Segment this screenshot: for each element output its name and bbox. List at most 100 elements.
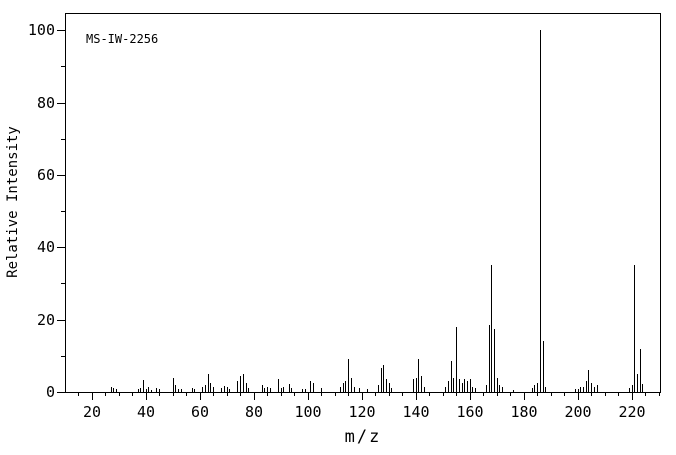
x-tick-label-160: 160 xyxy=(456,403,484,421)
peak-mz-153 xyxy=(451,361,452,392)
peak-mz-176 xyxy=(513,390,514,392)
peak-mz-40 xyxy=(146,389,147,392)
x-tick-label-80: 80 xyxy=(244,403,264,421)
peak-mz-39 xyxy=(143,380,144,392)
peak-mz-207 xyxy=(597,385,598,392)
y-tick-label-40: 40 xyxy=(36,238,55,256)
x-tick-25 xyxy=(105,392,106,396)
peak-mz-78 xyxy=(248,388,249,392)
x-tick-55 xyxy=(186,392,187,396)
peak-mz-77 xyxy=(246,383,247,392)
peak-mz-52 xyxy=(178,389,179,392)
y-tick-label-0: 0 xyxy=(45,383,55,401)
peak-mz-170 xyxy=(497,378,498,392)
peak-mz-224 xyxy=(642,384,643,392)
x-tick-230 xyxy=(659,392,660,396)
peak-mz-141 xyxy=(418,359,419,392)
x-tick-110 xyxy=(335,392,336,396)
y-tick-60 xyxy=(57,175,65,176)
x-tick-35 xyxy=(132,392,133,396)
peak-mz-89 xyxy=(278,379,279,392)
x-tick-160 xyxy=(470,392,471,400)
x-tick-label-20: 20 xyxy=(82,403,102,421)
peak-mz-204 xyxy=(588,370,589,392)
peak-mz-139 xyxy=(413,379,414,392)
peak-mz-184 xyxy=(534,385,535,392)
x-tick-200 xyxy=(578,392,579,400)
y-tick-90 xyxy=(61,66,65,67)
x-tick-80 xyxy=(254,392,255,400)
peak-mz-168 xyxy=(491,265,492,392)
x-tick-180 xyxy=(524,392,525,400)
y-tick-10 xyxy=(61,356,65,357)
peak-mz-50 xyxy=(173,378,174,392)
y-tick-50 xyxy=(61,211,65,212)
peak-mz-37 xyxy=(138,389,139,392)
peak-mz-58 xyxy=(194,389,195,392)
peak-mz-203 xyxy=(586,381,587,392)
spectrum-id-label: MS-IW-2256 xyxy=(86,32,159,46)
peak-mz-112 xyxy=(340,387,341,392)
plot-area: MS-IW-2256 xyxy=(65,13,661,393)
peak-mz-53 xyxy=(181,389,182,392)
x-tick-135 xyxy=(402,392,403,396)
x-tick-15 xyxy=(78,392,79,396)
x-tick-190 xyxy=(551,392,552,396)
peak-mz-140 xyxy=(416,378,417,392)
x-tick-185 xyxy=(537,392,538,396)
peak-mz-76 xyxy=(243,374,244,392)
peak-mz-128 xyxy=(383,365,384,392)
peak-mz-64 xyxy=(210,383,211,392)
peak-mz-126 xyxy=(378,385,379,392)
x-tick-115 xyxy=(348,392,349,396)
peak-mz-152 xyxy=(448,381,449,392)
peak-mz-161 xyxy=(472,387,473,392)
x-tick-140 xyxy=(416,392,417,400)
x-tick-label-200: 200 xyxy=(564,403,592,421)
peak-mz-91 xyxy=(283,387,284,392)
peak-mz-70 xyxy=(227,387,228,392)
peak-mz-84 xyxy=(264,388,265,392)
x-tick-50 xyxy=(173,392,174,396)
peak-mz-44 xyxy=(156,388,157,392)
x-tick-155 xyxy=(456,392,457,396)
x-tick-120 xyxy=(362,392,363,400)
peak-mz-206 xyxy=(594,387,595,392)
peak-mz-156 xyxy=(459,379,460,392)
peak-mz-157 xyxy=(462,383,463,392)
x-axis-title: m/z xyxy=(344,427,382,447)
peak-mz-185 xyxy=(537,383,538,392)
peak-mz-219 xyxy=(629,388,630,392)
x-tick-225 xyxy=(645,392,646,396)
x-tick-60 xyxy=(200,392,201,400)
peak-mz-62 xyxy=(205,385,206,392)
x-tick-145 xyxy=(429,392,430,396)
y-tick-20 xyxy=(57,320,65,321)
x-tick-90 xyxy=(281,392,282,396)
peak-mz-201 xyxy=(580,387,581,392)
peak-mz-71 xyxy=(229,389,230,392)
x-tick-label-140: 140 xyxy=(402,403,430,421)
y-tick-label-100: 100 xyxy=(27,21,55,39)
peak-mz-113 xyxy=(343,383,344,392)
x-tick-label-60: 60 xyxy=(190,403,210,421)
peak-mz-83 xyxy=(262,385,263,392)
x-tick-label-220: 220 xyxy=(618,403,646,421)
y-tick-40 xyxy=(57,247,65,248)
x-tick-125 xyxy=(375,392,376,396)
peak-mz-57 xyxy=(192,388,193,392)
peak-mz-45 xyxy=(159,389,160,392)
x-tick-165 xyxy=(483,392,484,396)
peak-mz-142 xyxy=(421,376,422,392)
peak-mz-221 xyxy=(634,265,635,392)
x-tick-20 xyxy=(92,392,93,400)
x-tick-170 xyxy=(497,392,498,396)
peak-mz-116 xyxy=(351,378,352,392)
x-tick-65 xyxy=(213,392,214,396)
peak-mz-68 xyxy=(221,388,222,392)
x-tick-95 xyxy=(294,392,295,396)
peak-mz-38 xyxy=(140,388,141,392)
peak-mz-172 xyxy=(502,387,503,392)
peak-mz-223 xyxy=(640,349,641,392)
